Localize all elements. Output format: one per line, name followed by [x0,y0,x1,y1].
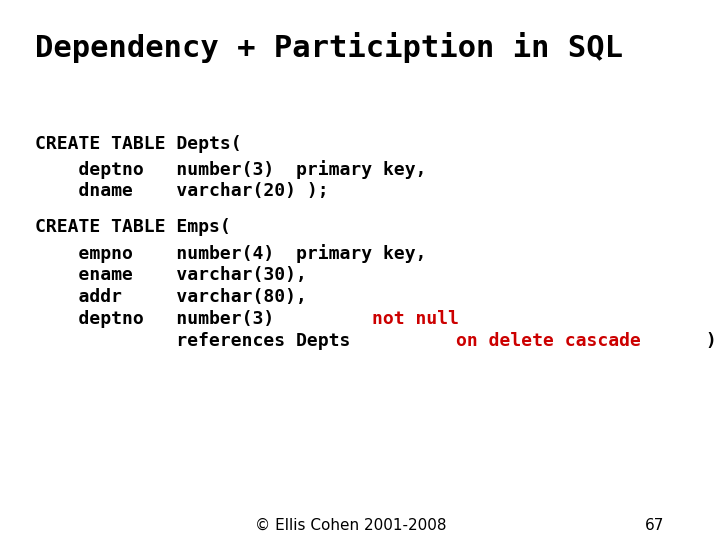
Text: on delete cascade: on delete cascade [456,332,641,350]
Text: Dependency + Particiption in SQL: Dependency + Particiption in SQL [35,32,623,63]
Text: ename    varchar(30),: ename varchar(30), [35,266,307,284]
Text: CREATE TABLE Emps(: CREATE TABLE Emps( [35,218,230,236]
Text: deptno   number(3)  primary key,: deptno number(3) primary key, [35,160,426,179]
Text: deptno   number(3): deptno number(3) [35,310,296,328]
Text: dname    varchar(20) );: dname varchar(20) ); [35,182,328,200]
Text: not null: not null [372,310,459,328]
Text: CREATE TABLE Depts(: CREATE TABLE Depts( [35,135,242,153]
Text: 67: 67 [645,518,665,533]
Text: empno    number(4)  primary key,: empno number(4) primary key, [35,244,426,263]
Text: ): ) [695,332,716,350]
Text: addr     varchar(80),: addr varchar(80), [35,288,307,306]
Text: © Ellis Cohen 2001-2008: © Ellis Cohen 2001-2008 [255,518,446,533]
Text: references Depts: references Depts [35,332,361,350]
